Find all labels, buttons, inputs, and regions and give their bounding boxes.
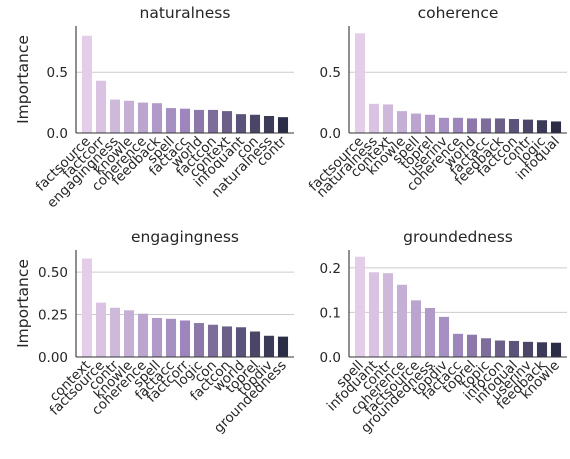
bar-spell [165, 108, 177, 133]
bar-coherence [452, 117, 464, 133]
bar-feedback [536, 342, 548, 357]
bar-groundedness [424, 307, 436, 357]
y-tick-label: 0.0 [320, 126, 341, 142]
bar-factcorr [179, 320, 191, 357]
bar-contr [522, 119, 534, 134]
bar-coherence [396, 284, 408, 357]
bar-world [235, 327, 247, 357]
bar-logic [536, 120, 548, 133]
y-axis-label: Importance [14, 35, 32, 124]
bar-factcon [207, 109, 219, 133]
bar-knowle [123, 100, 135, 133]
bar-toprel [249, 331, 261, 357]
y-tick-label: 0.2 [320, 261, 341, 277]
bar-spell [151, 317, 163, 357]
bar-contr [109, 307, 121, 357]
chart-title: groundedness [403, 228, 513, 246]
bar-userinv [438, 117, 450, 133]
bar-context [382, 104, 394, 133]
bar-coherence [137, 313, 149, 357]
bar-factcon [508, 119, 520, 133]
bar-topdiv [438, 316, 450, 358]
bar-topic [480, 338, 492, 357]
bar-context [81, 258, 93, 357]
y-tick-label: 0.0 [320, 350, 341, 366]
y-tick-label: 0.5 [47, 65, 68, 81]
y-tick-label: 0.0 [47, 126, 68, 142]
bar-userinv [522, 341, 534, 357]
bar-factacc [165, 318, 177, 357]
bar-coherence [137, 102, 149, 133]
bar-groundedness [277, 336, 289, 357]
bar-infoqual [508, 340, 520, 357]
bar-logic [193, 323, 205, 357]
bar-toprel [424, 114, 436, 133]
bar-factcon [221, 326, 233, 357]
y-tick-label: 0.1 [320, 305, 341, 321]
bar-world [466, 118, 478, 133]
y-tick-label: 0.5 [320, 65, 341, 81]
bar-factsource [95, 302, 107, 357]
bar-world [193, 109, 205, 133]
bar-factacc [179, 108, 191, 133]
bar-con [249, 114, 261, 133]
bar-topdiv [263, 335, 275, 357]
bar-feedback [494, 118, 506, 133]
bar-factsource [354, 33, 366, 133]
bar-factsource [410, 300, 422, 357]
bar-feedback [151, 103, 163, 133]
bar-factacc [480, 118, 492, 133]
bar-context [221, 111, 233, 133]
bar-contr [382, 273, 394, 357]
bar-con [207, 324, 219, 357]
bar-toprel [466, 334, 478, 357]
bar-factacc [452, 333, 464, 357]
y-tick-label: 0.25 [38, 308, 68, 324]
chart-title: coherence [418, 4, 499, 22]
chart-title: naturalness [140, 4, 231, 22]
bar-spell [410, 113, 422, 133]
bar-contr [277, 117, 289, 133]
y-tick-label: 0.50 [38, 265, 68, 281]
bar-knowle [123, 310, 135, 357]
bar-infoquant [368, 272, 380, 357]
y-tick-label: 0.00 [38, 350, 68, 366]
bar-knowle [550, 342, 562, 357]
bar-factcorr [95, 80, 107, 133]
bar-engagingness [109, 99, 121, 133]
bar-factsource [81, 35, 93, 134]
bar-knowle [396, 111, 408, 133]
bar-naturalness [368, 103, 380, 133]
bar-spell [354, 256, 366, 357]
chart-title: engagingness [131, 228, 239, 246]
bar-infoquant [235, 114, 247, 133]
y-axis-label: Importance [14, 259, 32, 348]
bar-infocon [494, 340, 506, 357]
bar-infoqual [550, 121, 562, 133]
bar-naturalness [263, 115, 275, 133]
